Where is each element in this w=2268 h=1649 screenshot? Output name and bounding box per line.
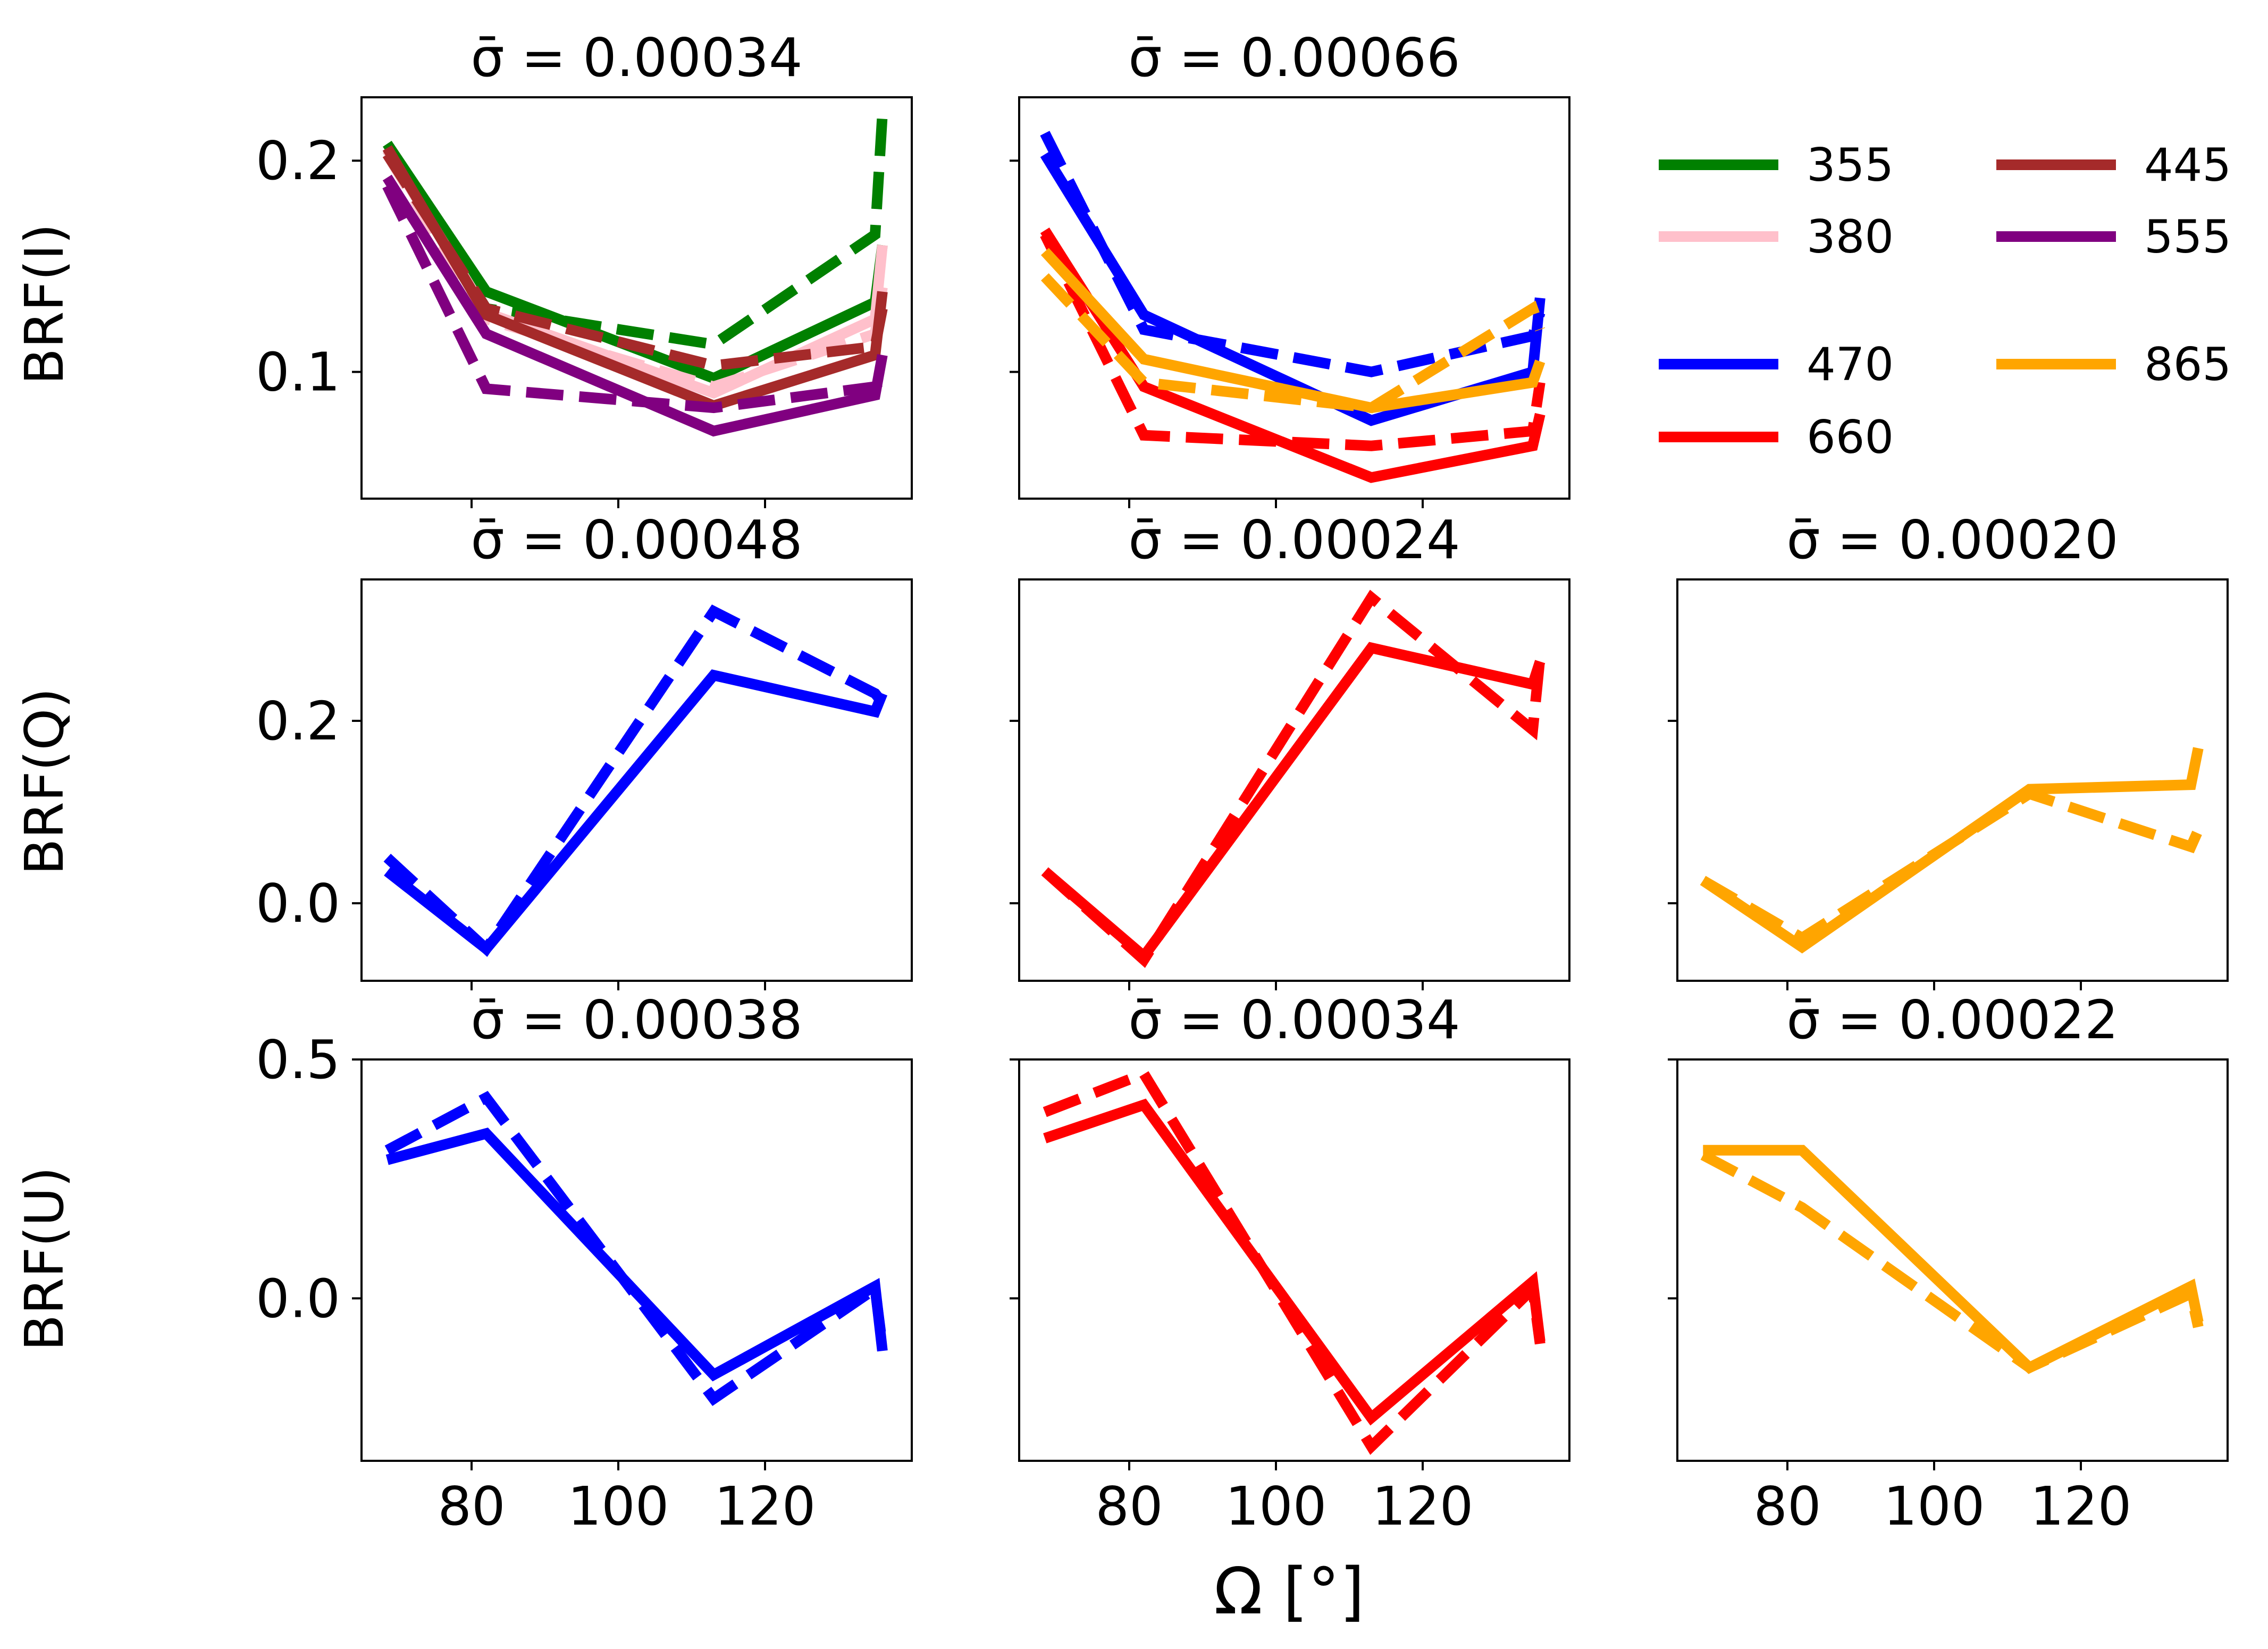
series-lines [1700, 1145, 2204, 1374]
axes-frame [1018, 1058, 1570, 1462]
subplot-1-2: σ̄ = 0.00066 [1010, 27, 1570, 508]
subplot-title: σ̄ = 0.00024 [1128, 509, 1460, 571]
x-tick-label: 80 [1095, 1475, 1163, 1537]
series-470-dashed-line [1040, 131, 1545, 377]
legend-item-660: 660 [1659, 411, 1894, 464]
series-lines [384, 1091, 888, 1406]
y-tick-label: 0.2 [256, 130, 340, 192]
legend-label: 355 [1807, 139, 1894, 192]
subplot-3-2: σ̄ = 0.00034 80 100 120 [1010, 989, 1570, 1537]
x-tick-label: 120 [1372, 1475, 1474, 1537]
series-660-dashed-line [1043, 1067, 1545, 1455]
subplot-2-1: σ̄ = 0.00048 0.0 0.2 [256, 509, 913, 990]
row-label-brf-q: BRF(Q) [13, 688, 75, 875]
subplot-title: σ̄ = 0.00034 [1128, 989, 1460, 1051]
series-865-dashed-line [1700, 788, 2203, 945]
legend-item-355: 355 [1659, 139, 1894, 192]
legend-label: 445 [2144, 139, 2231, 192]
row-labels: BRF(I) BRF(Q) BRF(U) [13, 223, 75, 1351]
subplot-3-1: σ̄ = 0.00038 80 100 120 0.0 0.5 [256, 989, 913, 1537]
x-tick-label: 100 [1884, 1475, 1985, 1537]
axes-frame [1676, 578, 2229, 982]
subplot-title: σ̄ = 0.00038 [471, 989, 802, 1051]
series-470-solid-line [1040, 152, 1545, 426]
x-tick-label: 120 [715, 1475, 816, 1537]
x-tick-label: 80 [438, 1475, 505, 1537]
legend-label: 660 [1807, 411, 1894, 464]
legend-label: 470 [1807, 338, 1894, 391]
y-tick-label: 0.5 [256, 1029, 340, 1091]
subplot-title: σ̄ = 0.00048 [471, 509, 802, 571]
y-tick-label: 0.2 [256, 690, 340, 752]
legend-item-555: 555 [1996, 211, 2231, 264]
subplot-title: σ̄ = 0.00066 [1128, 27, 1460, 89]
row-label-brf-i: BRF(I) [13, 223, 75, 384]
x-tick-label: 100 [1225, 1475, 1327, 1537]
row-label-brf-u: BRF(U) [13, 1167, 75, 1351]
legend-label: 380 [1807, 211, 1894, 264]
axes-frame [360, 96, 913, 500]
subplot-1-1: σ̄ = 0.00034 0.1 0.2 [256, 27, 913, 508]
axes-frame [1018, 96, 1570, 500]
subplot-2-2: σ̄ = 0.00024 [1010, 509, 1570, 990]
series-lines [383, 604, 888, 957]
series-470-solid-line [384, 669, 888, 956]
legend-item-380: 380 [1659, 211, 1894, 264]
x-tick-label: 80 [1753, 1475, 1821, 1537]
series-lines [1700, 747, 2204, 954]
axes-frame [1676, 1058, 2229, 1462]
y-tick-label: 0.0 [256, 1267, 340, 1330]
subplot-grid: σ̄ = 0.00034 0.1 0.2 σ̄ = 0.00066 σ̄ = 0.000… [256, 27, 2229, 1537]
series-660-dashed-line [1041, 590, 1545, 968]
series-lines [382, 114, 888, 437]
x-tick-label: 100 [568, 1475, 669, 1537]
series-555-solid-line [382, 174, 888, 437]
y-tick-label: 0.1 [256, 341, 340, 403]
y-tick-label: 0.0 [256, 872, 340, 935]
series-lines [1041, 590, 1545, 968]
subplot-title: σ̄ = 0.00020 [1786, 509, 2118, 571]
axes-frame [1018, 578, 1570, 982]
axes-frame [360, 578, 913, 982]
legend-label: 555 [2144, 211, 2231, 264]
series-660-dashed-line [1040, 232, 1545, 451]
series-lines [1043, 1067, 1545, 1455]
series-470-dashed-line [383, 604, 887, 957]
legend-item-865: 865 [1996, 338, 2231, 391]
series-865-dashed-line [1041, 273, 1545, 414]
subplot-3-3: σ̄ = 0.00022 80 100 120 [1668, 989, 2229, 1537]
series-555-dashed-line [382, 183, 886, 414]
legend-item-470: 470 [1659, 338, 1894, 391]
series-865-dashed-line [1700, 1150, 2204, 1374]
legend-label: 865 [2144, 338, 2231, 391]
series-470-dashed-line [384, 1091, 888, 1406]
x-tick-label: 120 [2030, 1475, 2132, 1537]
axes-frame [360, 1058, 913, 1462]
legend: 355 445 380 555 470 865 660 [1659, 139, 2231, 464]
legend-item-445: 445 [1996, 139, 2231, 192]
subplot-title: σ̄ = 0.00034 [471, 27, 802, 89]
subplot-2-3: σ̄ = 0.00020 [1668, 509, 2229, 990]
series-lines [1040, 131, 1545, 483]
subplot-title: σ̄ = 0.00022 [1786, 989, 2118, 1051]
series-445-dashed-line [382, 151, 888, 371]
x-axis-label: Ω [°] [1214, 1555, 1364, 1629]
